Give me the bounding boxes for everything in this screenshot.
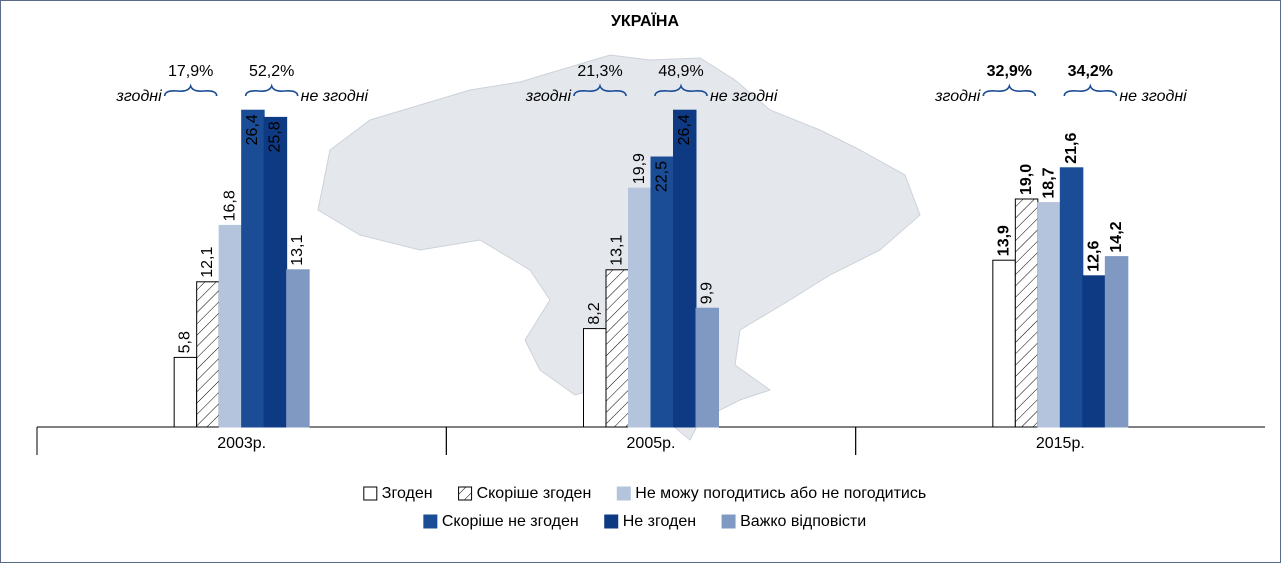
annotation: 21,3% <box>577 63 622 80</box>
annotation: 48,9% <box>658 63 703 80</box>
bar <box>286 269 310 428</box>
bar <box>673 109 697 428</box>
map-background <box>317 54 921 441</box>
legend-swatch <box>423 514 438 529</box>
bar <box>218 224 243 428</box>
legend-label: Скоріше не згоден <box>442 513 579 530</box>
bar <box>650 156 674 428</box>
brace <box>573 83 627 97</box>
legend-item: Згоден <box>363 485 433 502</box>
legend-label: Скоріше згоден <box>477 485 592 502</box>
value-label: 25,8 <box>267 121 284 152</box>
legend-swatch <box>604 514 619 529</box>
annotation: згодні <box>525 88 572 105</box>
brace <box>244 83 299 97</box>
value-label: 12,1 <box>199 247 216 278</box>
value-label: 9,9 <box>698 282 715 304</box>
x-tick-label: 2005р. <box>627 435 676 452</box>
value-label: 13,1 <box>289 235 306 266</box>
annotation: не згодні <box>710 88 778 105</box>
value-label: 18,7 <box>1040 167 1057 198</box>
bar <box>583 328 607 428</box>
brace <box>1063 83 1118 97</box>
bar <box>1037 202 1061 428</box>
annotation: 52,2% <box>249 63 294 80</box>
value-label: 21,6 <box>1063 133 1080 164</box>
brace <box>982 83 1037 97</box>
bar <box>1014 198 1039 428</box>
value-label: 13,1 <box>608 235 625 266</box>
value-label: 16,8 <box>222 190 239 221</box>
legend-swatch <box>721 514 736 529</box>
legend-item: Важко відповісти <box>721 513 866 530</box>
legend-label: Згоден <box>382 485 433 502</box>
value-label: 5,8 <box>177 331 194 353</box>
bar <box>605 269 629 428</box>
value-label: 19,0 <box>1018 164 1035 195</box>
value-label: 12,6 <box>1085 241 1102 272</box>
annotation: згодні <box>934 88 981 105</box>
brace <box>163 83 218 97</box>
brace <box>654 83 708 97</box>
value-label: 13,9 <box>995 225 1012 256</box>
bar <box>1059 167 1084 428</box>
legend-item: Скоріше згоден <box>458 485 592 502</box>
bar <box>263 116 288 428</box>
legend-label: Не згоден <box>623 513 696 530</box>
bar <box>196 281 220 428</box>
chart-title: УКРАЇНА <box>611 12 680 30</box>
value-label: 26,4 <box>676 114 693 145</box>
value-label: 26,4 <box>244 114 261 145</box>
legend-label: Не можу погодитись або не погодитись <box>635 485 926 502</box>
bar <box>173 356 198 428</box>
annotation: не згодні <box>1119 88 1187 105</box>
legend-label: Важко відповісти <box>740 513 866 530</box>
legend-item: Скоріше не згоден <box>423 513 579 530</box>
annotation: 17,9% <box>168 63 213 80</box>
bar <box>1104 256 1129 428</box>
bar <box>628 187 652 428</box>
bar <box>695 307 719 428</box>
legend-swatch <box>616 486 631 501</box>
annotation: не згодні <box>301 88 369 105</box>
value-label: 22,5 <box>653 161 670 192</box>
bar <box>241 109 265 428</box>
bar <box>1082 275 1106 428</box>
annotation: згодні <box>115 88 162 105</box>
x-tick-label: 2003р. <box>217 435 266 452</box>
legend-item: Не згоден <box>604 513 696 530</box>
annotation: 32,9% <box>987 63 1032 80</box>
legend: Згоден Скоріше згоден Не можу погодитись а… <box>363 485 926 530</box>
value-label: 19,9 <box>631 153 648 184</box>
x-tick-label: 2015р. <box>1036 435 1085 452</box>
legend-swatch <box>458 486 473 501</box>
value-label: 14,2 <box>1108 221 1125 252</box>
bar <box>992 259 1016 428</box>
value-label: 8,2 <box>586 302 603 324</box>
annotation: 34,2% <box>1068 63 1113 80</box>
legend-item: Не можу погодитись або не погодитись <box>616 485 926 502</box>
legend-swatch <box>363 486 378 501</box>
